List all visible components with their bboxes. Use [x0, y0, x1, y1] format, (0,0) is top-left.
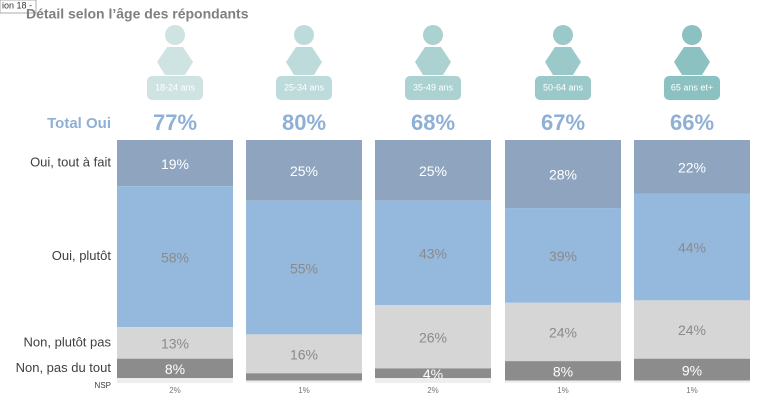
bar-segment: [117, 327, 233, 359]
value-label: 9%: [682, 362, 702, 378]
value-label: 1%: [686, 386, 698, 395]
bar-segment: [375, 140, 491, 201]
value-label: 25%: [290, 163, 318, 179]
bar-segment: [505, 302, 621, 362]
bar-segment: [634, 300, 750, 359]
icon-body: [415, 47, 451, 75]
bar-segment: [634, 140, 750, 194]
value-label: 19%: [161, 156, 189, 172]
bar-segment: [246, 380, 362, 383]
chart-title: Détail selon l’âge des répondants: [26, 6, 249, 22]
corner-label: ion 18 -: [2, 0, 32, 10]
row-label: Oui, tout à fait: [30, 155, 111, 170]
icon-body: [157, 47, 193, 75]
icon-head: [294, 25, 314, 45]
total-value: 68%: [411, 110, 455, 135]
value-label: 55%: [290, 260, 318, 276]
icon-badge: [147, 76, 203, 100]
bar-segment: [505, 380, 621, 383]
icon-body: [286, 47, 322, 75]
value-label: 8%: [553, 364, 573, 380]
icon-head: [553, 25, 573, 45]
bar-segment: [634, 193, 750, 301]
bar-segment: [117, 358, 233, 379]
age-label: 25-34 ans: [284, 82, 325, 92]
age-label: 35-49 ans: [413, 82, 454, 92]
bar-segment: [375, 378, 491, 383]
total-value: 77%: [153, 110, 197, 135]
bar-segment: [117, 186, 233, 328]
row-label: Non, pas du tout: [16, 360, 112, 375]
bar-segment: [117, 140, 233, 187]
value-label: 4%: [423, 366, 443, 382]
icon-body: [545, 47, 581, 75]
icon-badge: [276, 76, 332, 100]
icon-badge: [535, 76, 591, 100]
age-label: 65 ans et+: [671, 82, 713, 92]
total-value: 67%: [541, 110, 585, 135]
icon-badge: [405, 76, 461, 100]
value-label: 39%: [549, 248, 577, 264]
value-label: 24%: [678, 322, 706, 338]
bar-segment: [375, 305, 491, 369]
bar-segment: [634, 358, 750, 381]
bar-segment: [634, 380, 750, 383]
value-label: 24%: [549, 325, 577, 341]
bar-segment: [117, 378, 233, 383]
corner-box: [0, 0, 37, 14]
bar-segment: [375, 368, 491, 379]
bar-segment: [375, 200, 491, 306]
value-label: 28%: [549, 167, 577, 183]
value-label: 58%: [161, 249, 189, 265]
total-value: 66%: [670, 110, 714, 135]
bar-segment: [246, 373, 362, 381]
value-label: 1%: [557, 386, 569, 395]
value-label: 26%: [419, 330, 447, 346]
value-label: 13%: [161, 336, 189, 352]
bar-segment: [246, 140, 362, 201]
icon-badge: [664, 76, 720, 100]
bar-segment: [246, 200, 362, 335]
value-label: 16%: [290, 347, 318, 363]
age-label: 18-24 ans: [155, 82, 196, 92]
bar-segment: [505, 361, 621, 381]
value-label: 1%: [298, 386, 310, 395]
value-label: 43%: [419, 246, 447, 262]
icon-head: [165, 25, 185, 45]
bar-segment: [246, 334, 362, 374]
value-label: 2%: [169, 386, 181, 395]
bar-segment: [505, 140, 621, 209]
value-label: 22%: [678, 159, 706, 175]
row-label: Oui, plutôt: [52, 248, 112, 263]
age-label: 50-64 ans: [543, 82, 584, 92]
total-value: 80%: [282, 110, 326, 135]
value-label: 25%: [419, 163, 447, 179]
value-label: 2%: [427, 386, 439, 395]
value-label: 44%: [678, 240, 706, 256]
bar-segment: [505, 208, 621, 303]
value-label: 8%: [165, 361, 185, 377]
row-label: Non, plutôt pas: [24, 334, 112, 349]
icon-body: [674, 47, 710, 75]
icon-head: [423, 25, 443, 45]
icon-head: [682, 25, 702, 45]
total-label: Total Oui: [47, 115, 111, 132]
row-label: NSP: [95, 381, 111, 390]
